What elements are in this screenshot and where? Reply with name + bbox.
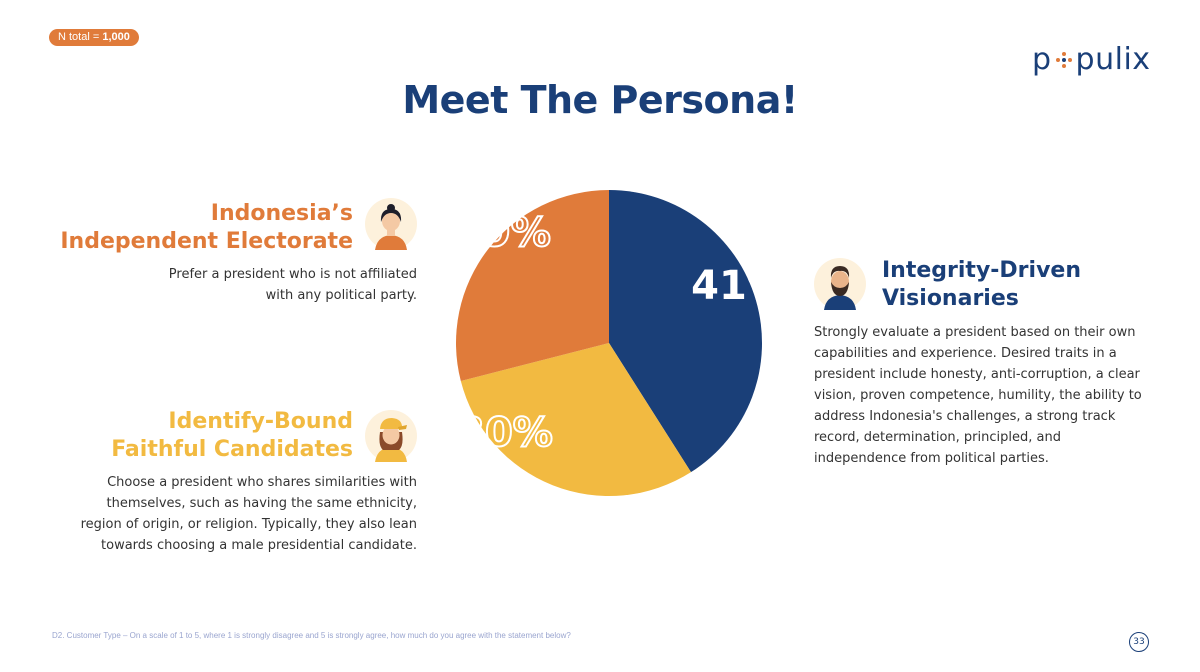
persona-title-line: Independent Electorate [60, 229, 353, 254]
persona-title-line: Visionaries [882, 286, 1019, 311]
persona-title-independent: Indonesia’s Independent Electorate [40, 200, 353, 256]
desc-line: towards choosing a male presidential can… [101, 538, 417, 553]
persona-title-line: Identify-Bound [168, 409, 353, 434]
persona-title-integrity: Integrity-Driven Visionaries [882, 257, 1182, 313]
sample-size-badge: N total = 1,000 [49, 29, 139, 46]
badge-prefix: N total = [58, 31, 103, 43]
pie-slice-3 [456, 190, 609, 382]
persona-title-identity: Identify-Bound Faithful Candidates [40, 408, 353, 464]
desc-line: independence from political parties. [814, 451, 1049, 466]
desc-line: with any political party. [265, 288, 417, 303]
persona-title-line: Indonesia’s [210, 201, 353, 226]
pie-slice-1 [609, 190, 763, 473]
desc-line: capabilities and experience. Desired tra… [814, 346, 1117, 361]
badge-value: 1,000 [102, 31, 130, 43]
page-number: 33 [1129, 632, 1149, 652]
logo-text-start: p [1032, 42, 1052, 77]
populix-logo: p pulix [1032, 42, 1151, 78]
page-title: Meet The Persona! [402, 78, 798, 122]
footnote: D2. Customer Type – On a scale of 1 to 5… [52, 631, 571, 640]
pie-slice-label-2: 30% [457, 410, 553, 456]
desc-line: vision, proven competence, humility, the… [814, 388, 1142, 403]
desc-line: president include honesty, anti-corrupti… [814, 367, 1140, 382]
pie-slice-label-1: 41% [691, 263, 787, 309]
persona-desc-integrity: Strongly evaluate a president based on t… [814, 322, 1174, 469]
desc-line: Strongly evaluate a president based on t… [814, 325, 1136, 340]
pie-slice-label-3: 29% [455, 210, 551, 256]
logo-dots-icon [1054, 50, 1074, 70]
capped-person-avatar-icon [365, 410, 417, 462]
desc-line: region of origin, or religion. Typically… [80, 517, 417, 532]
desc-line: Prefer a president who is not affiliated [168, 267, 417, 282]
desc-line: address Indonesia's challenges, a strong… [814, 409, 1116, 424]
pie-slice-2 [460, 343, 691, 497]
bearded-man-avatar-icon [814, 258, 866, 310]
persona-desc-identity: Choose a president who shares similariti… [60, 472, 417, 556]
persona-title-line: Integrity-Driven [882, 258, 1081, 283]
logo-text-end: pulix [1075, 42, 1151, 77]
persona-title-line: Faithful Candidates [111, 437, 353, 462]
persona-desc-independent: Prefer a president who is not affiliated… [60, 264, 417, 306]
desc-line: themselves, such as having the same ethn… [106, 496, 417, 511]
desc-line: record, determination, principled, and [814, 430, 1061, 445]
woman-avatar-icon [365, 198, 417, 250]
desc-line: Choose a president who shares similariti… [107, 475, 417, 490]
